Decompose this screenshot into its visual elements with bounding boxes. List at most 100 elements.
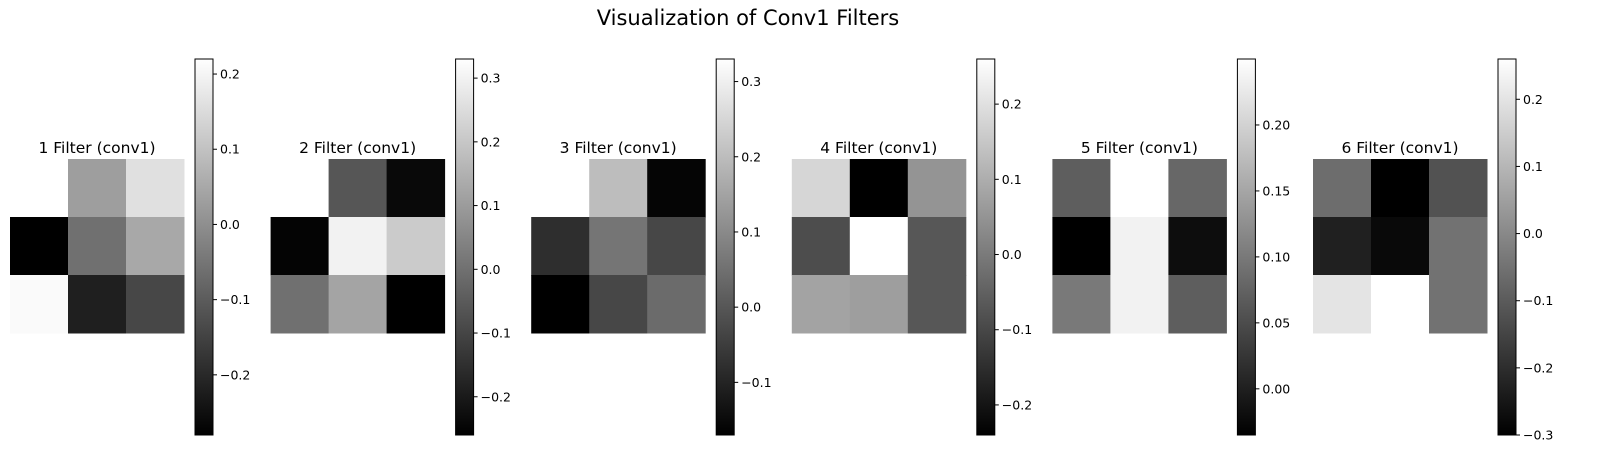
colorbar-tick-label: 0.0 [220,217,240,232]
panel-title: 5 Filter (conv1) [1081,139,1198,157]
heatmap-cell [328,275,388,334]
heatmap-cell [1371,159,1430,218]
heatmap-cell [531,159,590,218]
colorbar-tick-label: 0.2 [1523,92,1543,107]
filter-panel-4: 4 Filter (conv1) −0.2 −0.1 0.0 0.1 0.2 [791,58,1032,436]
colorbar-tick-label: 0.2 [481,134,501,149]
heatmap-cell [647,159,706,218]
heatmap-cell [1052,217,1111,276]
heatmap-cell [1052,159,1111,218]
heatmap-cell [849,275,909,334]
colorbar-tick-label: 0.0 [741,300,761,315]
heatmap-cell [386,217,446,276]
heatmap-cell [531,217,590,276]
heatmap-cell [1429,159,1488,218]
filter-panel-5: 5 Filter (conv1) 0.00 0.05 0.10 0.15 0.20 [1052,58,1290,436]
figure-title: Visualization of Conv1 Filters [597,6,899,30]
heatmap-cell [68,159,127,218]
colorbar-tick-label: 0.10 [1262,249,1290,264]
heatmap-cell [126,275,185,334]
colorbar-tick-label: 0.05 [1262,315,1290,330]
colorbar-tick-label: 0.2 [1002,97,1022,112]
colorbar [455,58,475,436]
filter-panel-2: 2 Filter (conv1) −0.2 −0.1 0.0 0.1 0.2 0.3 [270,58,511,436]
heatmap-cell [907,217,967,276]
colorbar-tick-label: −0.2 [220,367,250,382]
heatmap-cell [1313,217,1372,276]
colorbar-tick-label: 0.1 [1523,159,1543,174]
heatmap-cell [386,159,446,218]
colorbar-tick-label: −0.2 [481,389,511,404]
panel-title: 4 Filter (conv1) [820,139,937,157]
colorbar [194,58,214,436]
heatmap-cell [1168,159,1227,218]
heatmap-cell [1429,275,1488,334]
colorbar-tick-label: 0.1 [741,224,761,239]
heatmap-cell [1168,275,1227,334]
colorbar-tick-label: −0.1 [481,326,511,341]
heatmap-cell [849,217,909,276]
heatmap-cell [1313,275,1372,334]
heatmap-cell [386,275,446,334]
panel-title: 1 Filter (conv1) [38,139,155,157]
heatmap-cell [1110,217,1169,276]
heatmap-cell [126,217,185,276]
heatmap-cell [1313,159,1372,218]
heatmap-cell [10,159,69,218]
colorbar-tick-label: −0.2 [1002,397,1032,412]
heatmap-cell [907,159,967,218]
heatmap-cell [126,159,185,218]
colorbar-tick-label: 0.2 [220,67,240,82]
heatmap-cell [68,217,127,276]
panel-title: 2 Filter (conv1) [299,139,416,157]
heatmap-cell [589,217,648,276]
colorbar-tick-label: 0.3 [741,74,761,89]
colorbar-tick-label: 0.20 [1262,117,1290,132]
heatmap-cell [791,159,851,218]
heatmap-cell [1429,217,1488,276]
heatmap-cell [328,217,388,276]
heatmap-cell [849,159,909,218]
colorbar-tick-label: 0.0 [1523,226,1543,241]
colorbar [715,58,735,436]
heatmap-cell [1371,217,1430,276]
heatmap-cell [270,275,330,334]
filter-panel-3: 3 Filter (conv1) −0.1 0.0 0.1 0.2 0.3 [531,58,772,436]
heatmap-cell [1168,217,1227,276]
colorbar-tick-label: −0.1 [1002,322,1032,337]
heatmap-cell [1371,275,1430,334]
colorbar-tick-label: 0.3 [481,71,501,86]
colorbar-tick-label: 0.1 [1002,172,1022,187]
colorbar-tick-label: 0.0 [1002,247,1022,262]
colorbar-tick-label: 0.2 [741,149,761,164]
heatmap-cell [1110,159,1169,218]
heatmap-cell [1110,275,1169,334]
heatmap-cell [647,275,706,334]
heatmap-cell [328,159,388,218]
colorbar-tick-label: −0.2 [1523,360,1553,375]
heatmap-cell [270,217,330,276]
panel-title: 6 Filter (conv1) [1341,139,1458,157]
colorbar-tick-label: 0.0 [481,262,501,277]
colorbar-tick-label: 0.1 [220,142,240,157]
heatmap-cell [589,159,648,218]
heatmap-cell [589,275,648,334]
colorbar-tick-label: 0.00 [1262,381,1290,396]
heatmap-cell [907,275,967,334]
colorbar [976,58,996,436]
heatmap-cell [647,217,706,276]
colorbar-tick-label: −0.1 [741,375,771,390]
filter-panel-6: 6 Filter (conv1) −0.3 −0.2 −0.1 0.0 0.1 0.2 [1313,58,1553,443]
colorbar [1236,58,1256,436]
filter-panels: 1 Filter (conv1) −0.2 −0.1 0.0 0.1 0.2 2 Filte… [10,58,1553,443]
colorbar-tick-label: −0.3 [1523,428,1553,443]
heatmap-cell [791,275,851,334]
heatmap-cell [270,159,330,218]
heatmap-cell [10,275,69,334]
heatmap-cell [531,275,590,334]
panel-title: 3 Filter (conv1) [560,139,677,157]
filter-panel-1: 1 Filter (conv1) −0.2 −0.1 0.0 0.1 0.2 [10,58,250,436]
heatmap-cell [68,275,127,334]
heatmap-cell [791,217,851,276]
